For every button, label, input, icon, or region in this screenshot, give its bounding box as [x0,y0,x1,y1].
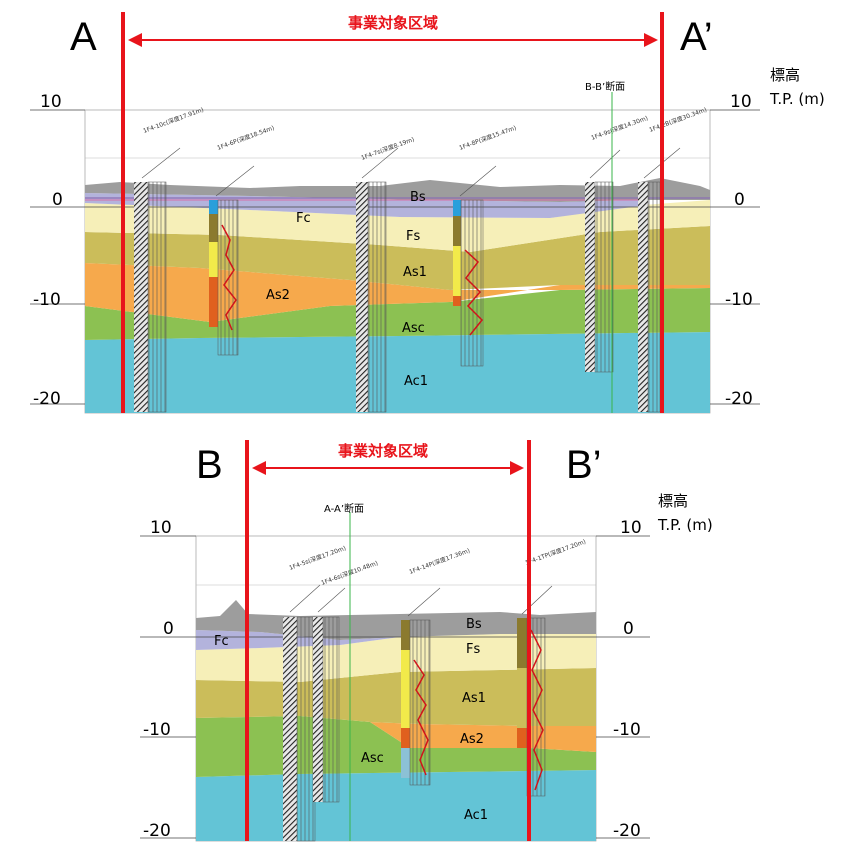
section-b-area-arrow [252,461,524,475]
layer-label-as1-a: As1 [403,265,427,280]
layer-label-as2-a: As2 [266,288,290,303]
layer-label-as2-b: As2 [460,732,484,747]
section-a-tick-right-0: 0 [734,190,745,210]
layer-label-ac1-b: Ac1 [464,808,488,823]
section-b-marker-left: B [196,443,223,487]
section-a-crossref-label: B-B’断面 [585,80,625,93]
layer-label-fs-a: Fs [406,229,420,244]
section-b-marker-right: B’ [566,443,602,487]
section-a-tick-right-neg20: -20 [725,389,753,409]
section-b-tick-right-neg20: -20 [613,821,641,841]
layer-label-asc-a: Asc [402,321,425,336]
layer-label-bs-b: Bs [466,617,482,632]
section-a-tick-neg10: -10 [33,290,61,310]
section-a-axis-right: 10 0 -10 -20 [710,92,760,409]
section-a-tick-10: 10 [40,92,62,112]
layer-fs-a [85,200,710,252]
section-b-tick-right-neg10: -10 [613,720,641,740]
section-a: 1F4-10c(深度17.91m) 1F4-6P(深度18.54m) 1F4-7… [30,12,825,414]
layer-as2-a [85,263,710,322]
section-b-area-label: 事業対象区域 [338,442,428,460]
section-b-unit-label-2: T.P. (m) [657,516,713,534]
layer-label-fs-b: Fs [466,642,480,657]
layer-label-as1-b: As1 [462,691,486,706]
layer-ac1-a [85,332,710,413]
section-b-tick-right-0: 0 [623,619,634,639]
section-b-axis-right: 10 0 -10 -20 [596,518,650,841]
layer-label-bs-a: Bs [410,190,426,205]
section-a-axis-left: 10 0 -10 -20 [30,92,85,409]
section-a-area-arrow [128,33,658,47]
section-a-unit-label-1: 標高 [770,66,800,84]
section-a-area-label: 事業対象区域 [348,14,438,32]
layer-label-fc-b: Fc [214,634,229,649]
section-a-unit-label-2: T.P. (m) [769,90,825,108]
section-b-unit-label-1: 標高 [658,492,688,510]
section-a-tick-right-neg10: -10 [725,290,753,310]
section-b-tick-10: 10 [150,518,172,538]
section-b-tick-0: 0 [163,619,174,639]
section-b-tick-right-10: 10 [620,518,642,538]
section-b-crossref-label: A-A’断面 [324,502,364,515]
borehole-b-3: 1F4-14P(深度17.36m) [401,546,471,786]
section-a-marker-right: A’ [680,15,713,59]
layer-label-asc-b: Asc [361,751,384,766]
section-a-tick-neg20: -20 [33,389,61,409]
layer-label-fc-a: Fc [296,211,311,226]
section-b-axis-left: 10 0 -10 -20 [140,518,196,841]
layer-as1-a [85,226,710,290]
section-b: 1F4-5s(深度17.20m) 1F4-6s(深度10.48m) 1F4-14… [140,440,713,842]
section-a-tick-right-10: 10 [730,92,752,112]
section-a-tick-0: 0 [52,190,63,210]
layer-bs-a [85,178,710,202]
section-a-marker-left: A [70,15,97,59]
layer-asc-a [85,288,710,340]
section-b-tick-neg20: -20 [143,821,171,841]
section-b-tick-neg10: -10 [143,720,171,740]
layer-label-ac1-a: Ac1 [404,374,428,389]
